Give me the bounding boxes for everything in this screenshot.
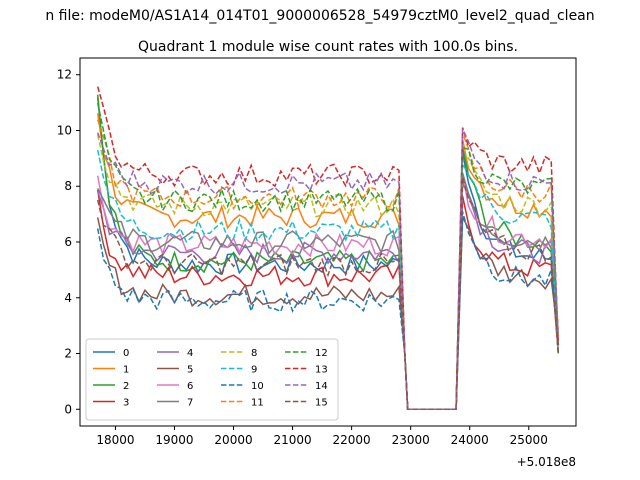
series-line-13 — [96, 86, 560, 411]
legend-item-15[interactable]: 15 — [285, 398, 328, 409]
legend-item-14[interactable]: 14 — [285, 381, 328, 392]
legend-label: 14 — [315, 381, 328, 392]
legend-item-0[interactable]: 0 — [93, 348, 129, 359]
legend-label: 4 — [187, 348, 193, 359]
series-line-9 — [96, 149, 560, 411]
series-layer — [96, 86, 560, 411]
x-offset-label: +5.018e8 — [517, 455, 576, 469]
legend-item-1[interactable]: 1 — [93, 365, 129, 376]
series-line-0 — [96, 97, 560, 411]
series-line-1 — [96, 113, 560, 411]
x-tick-label: 19000 — [155, 433, 193, 447]
legend-item-6[interactable]: 6 — [157, 381, 193, 392]
chart-title: Quadrant 1 module wise count rates with … — [138, 39, 518, 55]
series-line-3 — [96, 189, 560, 411]
legend-label: 13 — [315, 365, 328, 376]
legend-item-11[interactable]: 11 — [221, 398, 264, 409]
legend-item-3[interactable]: 3 — [93, 398, 129, 409]
legend-item-9[interactable]: 9 — [221, 365, 257, 376]
series-line-14 — [96, 128, 560, 411]
y-tick-label: 8 — [64, 179, 72, 193]
legend-label: 0 — [123, 348, 129, 359]
x-tick-label: 22000 — [333, 433, 371, 447]
legend-label: 10 — [251, 381, 264, 392]
figure-suptitle: n file: modeM0/AS1A14_014T01_9000006528_… — [45, 8, 594, 24]
legend-item-7[interactable]: 7 — [157, 398, 193, 409]
legend-label: 15 — [315, 398, 328, 409]
x-tick-label: 23000 — [392, 433, 430, 447]
y-tick-label: 12 — [57, 68, 72, 82]
x-tick-label: 24000 — [451, 433, 489, 447]
legend-label: 12 — [315, 348, 328, 359]
legend-item-13[interactable]: 13 — [285, 365, 328, 376]
legend-item-12[interactable]: 12 — [285, 348, 328, 359]
legend-label: 11 — [251, 398, 264, 409]
y-tick-label: 2 — [64, 347, 72, 361]
legend-label: 8 — [251, 348, 257, 359]
legend-item-10[interactable]: 10 — [221, 381, 264, 392]
y-axis: 0 2 4 6 8 10 12 — [57, 68, 80, 416]
y-tick-label: 4 — [64, 291, 72, 305]
x-tick-label: 25000 — [510, 433, 548, 447]
x-tick-label: 18000 — [96, 433, 134, 447]
y-tick-label: 6 — [64, 235, 72, 249]
series-line-12 — [96, 102, 560, 411]
legend-item-4[interactable]: 4 — [157, 348, 193, 359]
legend-label: 9 — [251, 365, 257, 376]
legend-label: 1 — [123, 365, 129, 376]
y-tick-label: 10 — [57, 123, 72, 137]
legend-item-2[interactable]: 2 — [93, 381, 129, 392]
legend-item-8[interactable]: 8 — [221, 348, 257, 359]
series-line-8 — [96, 134, 560, 411]
series-line-6 — [96, 174, 560, 411]
x-tick-label: 20000 — [214, 433, 252, 447]
series-line-15 — [96, 177, 560, 411]
legend-item-5[interactable]: 5 — [157, 365, 193, 376]
x-tick-label: 21000 — [273, 433, 311, 447]
legend-label: 5 — [187, 365, 193, 376]
series-line-4 — [96, 183, 560, 411]
legend-label: 3 — [123, 398, 129, 409]
legend-label: 2 — [123, 381, 129, 392]
series-line-7 — [97, 172, 560, 411]
legend-label: 6 — [187, 381, 193, 392]
legend-box — [85, 338, 339, 421]
series-line-10 — [96, 211, 560, 411]
y-tick-label: 0 — [64, 402, 72, 416]
legend-label: 7 — [187, 398, 193, 409]
x-axis: 18000 19000 20000 21000 22000 23000 24000 25000 — [96, 426, 548, 447]
